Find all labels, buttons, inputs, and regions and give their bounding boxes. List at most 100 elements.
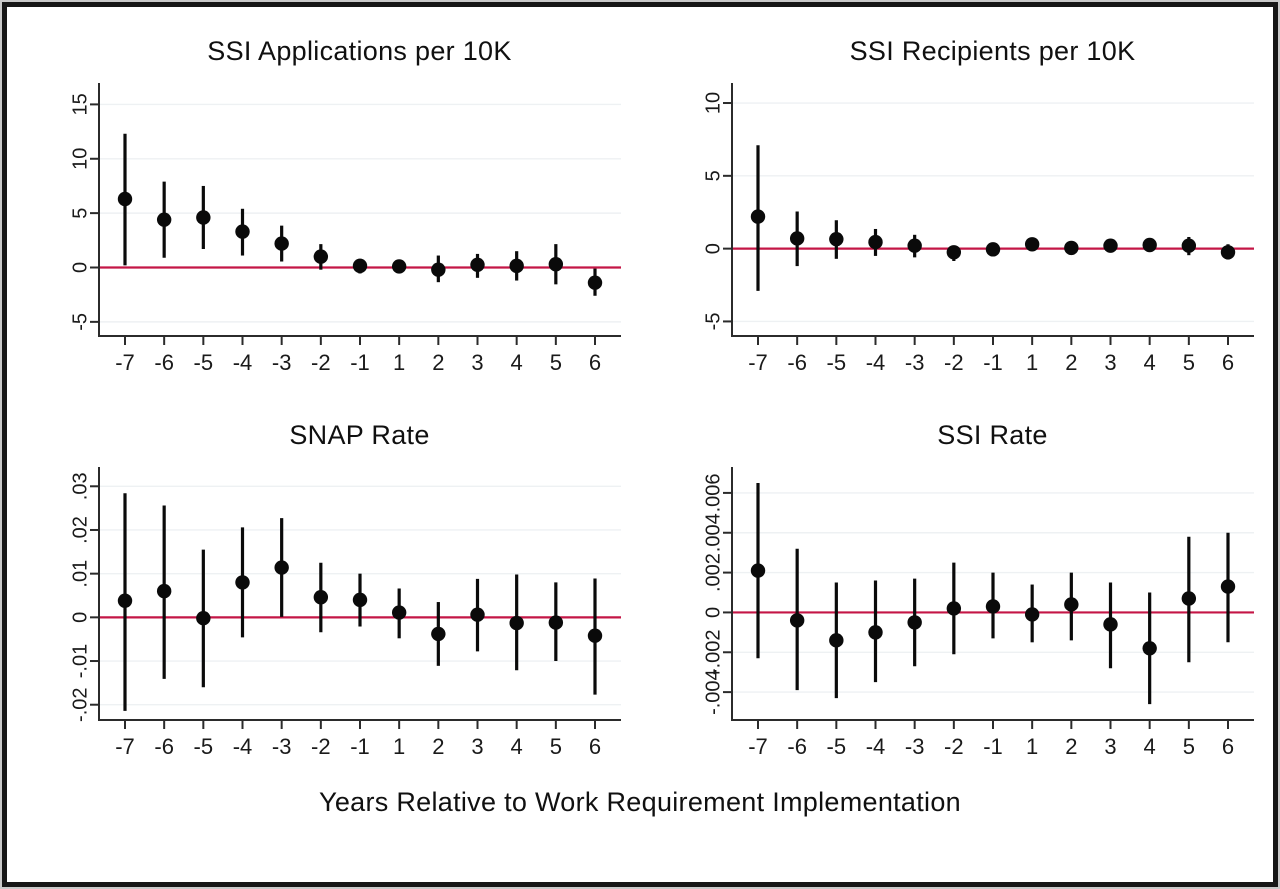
point-estimate bbox=[907, 238, 922, 253]
point-estimate bbox=[1024, 237, 1040, 252]
point-estimate bbox=[1064, 240, 1079, 256]
point-estimate bbox=[156, 212, 172, 227]
point-estimate bbox=[946, 245, 962, 260]
point-estimate bbox=[1103, 238, 1118, 253]
point-estimate bbox=[196, 210, 211, 225]
x-tick-label: 4 bbox=[511, 734, 523, 759]
point-estimate bbox=[548, 257, 564, 272]
panel-title-ssi-recipients: SSI Recipients per 10K bbox=[849, 36, 1136, 66]
point-estimate bbox=[1142, 641, 1157, 656]
y-tick-label: .02 bbox=[69, 516, 91, 544]
point-estimate bbox=[907, 615, 922, 630]
x-tick-label: 2 bbox=[1065, 350, 1077, 375]
x-tick-label: -4 bbox=[233, 350, 253, 375]
point-estimate bbox=[509, 615, 524, 631]
y-tick-label: 5 bbox=[69, 208, 91, 219]
panel-title-ssi-applications: SSI Applications per 10K bbox=[207, 36, 512, 66]
x-tick-label: 1 bbox=[1026, 350, 1038, 375]
point-estimate bbox=[470, 607, 485, 622]
point-estimate bbox=[1220, 579, 1236, 594]
point-estimate bbox=[789, 613, 805, 628]
x-tick-label: 1 bbox=[1026, 734, 1038, 759]
point-estimate bbox=[1103, 617, 1118, 632]
point-estimate bbox=[156, 583, 172, 599]
y-tick-label: -5 bbox=[702, 313, 724, 331]
y-tick-label: 10 bbox=[702, 92, 724, 114]
x-tick-label: 4 bbox=[511, 350, 523, 375]
x-tick-label: -2 bbox=[311, 350, 331, 375]
x-tick-label: 6 bbox=[589, 350, 601, 375]
y-tick-label: .01 bbox=[69, 560, 91, 588]
point-estimate bbox=[548, 615, 564, 630]
x-tick-label: 2 bbox=[432, 734, 444, 759]
x-tick-label: -1 bbox=[983, 734, 1003, 759]
panel-ssi-applications: SSI Applications per 10K -5 0 5 10 15 -7 -6 -5-… bbox=[7, 31, 640, 375]
y-tick-label: -.02 bbox=[69, 687, 91, 721]
x-tick-label: -3 bbox=[272, 350, 292, 375]
x-tick-label: 3 bbox=[1104, 350, 1116, 375]
x-tick-label: -3 bbox=[272, 734, 292, 759]
x-tick-label: -4 bbox=[866, 350, 886, 375]
point-estimate bbox=[985, 242, 1001, 257]
point-estimate bbox=[431, 262, 446, 277]
point-estimate bbox=[1142, 237, 1157, 253]
point-estimate bbox=[750, 563, 766, 578]
point-estimate bbox=[470, 257, 485, 272]
point-estimate bbox=[391, 605, 407, 620]
point-estimate bbox=[313, 590, 329, 605]
x-tick-label: 6 bbox=[1222, 734, 1234, 759]
x-tick-label: 6 bbox=[589, 734, 601, 759]
x-tick-label: 3 bbox=[1104, 734, 1116, 759]
panel-title-snap-rate: SNAP Rate bbox=[289, 420, 430, 450]
x-tick-label: -7 bbox=[115, 734, 135, 759]
x-tick-label: -5 bbox=[827, 350, 847, 375]
panel-title-ssi-rate: SSI Rate bbox=[937, 420, 1048, 450]
point-estimate bbox=[431, 626, 446, 642]
point-estimate bbox=[117, 191, 133, 207]
point-estimate bbox=[829, 633, 844, 648]
y-tick-label: .006 bbox=[702, 473, 724, 512]
point-estimate bbox=[587, 628, 603, 643]
point-estimate bbox=[509, 258, 524, 274]
x-tick-label: 6 bbox=[1222, 350, 1234, 375]
point-estimate bbox=[117, 593, 133, 608]
y-tick-label: .004 bbox=[702, 513, 724, 552]
y-tick-label: 0 bbox=[702, 607, 724, 618]
point-estimate bbox=[1024, 607, 1040, 622]
x-tick-label: 3 bbox=[471, 350, 483, 375]
x-tick-label: 1 bbox=[393, 734, 405, 759]
point-estimate bbox=[235, 575, 250, 590]
y-tick-label: .002 bbox=[702, 553, 724, 592]
y-tick-label: 0 bbox=[69, 612, 91, 623]
point-estimate bbox=[313, 249, 329, 264]
x-tick-label: -2 bbox=[944, 734, 964, 759]
y-tick-label: 15 bbox=[69, 93, 91, 115]
point-estimate bbox=[274, 236, 289, 251]
point-estimate bbox=[789, 231, 805, 246]
y-tick-label: -.004 bbox=[702, 669, 724, 715]
point-estimate bbox=[829, 231, 844, 247]
x-tick-label: 2 bbox=[1065, 734, 1077, 759]
panel-snap-rate: SNAP Rate -.02 -.01 0 .01 .02 .03 -7 -6 -5 -4 -3 -2… bbox=[7, 415, 640, 759]
x-tick-label: -5 bbox=[194, 734, 214, 759]
x-tick-label: 5 bbox=[1183, 350, 1195, 375]
x-tick-label: -1 bbox=[350, 350, 370, 375]
point-estimate bbox=[1064, 597, 1079, 612]
x-tick-label: -7 bbox=[748, 734, 768, 759]
panel-ssi-recipients: SSI Recipients per 10K -5 0 5 10 -7 -6 -5 -4 -3-… bbox=[640, 31, 1273, 375]
shared-x-axis-label: Years Relative to Work Requirement Imple… bbox=[318, 787, 961, 817]
point-estimate bbox=[750, 209, 766, 224]
x-tick-label: -7 bbox=[115, 350, 135, 375]
x-tick-label: 5 bbox=[550, 734, 562, 759]
x-tick-label: 1 bbox=[393, 350, 405, 375]
point-estimate bbox=[196, 611, 211, 626]
point-estimate bbox=[946, 601, 962, 616]
x-tick-label: -5 bbox=[827, 734, 847, 759]
x-tick-label: -7 bbox=[748, 350, 768, 375]
x-tick-label: 5 bbox=[1183, 734, 1195, 759]
chart-ssi-rate: -.004-.002 0 .002.004.006 -7 -6 -5 -4 -3 -2 -1 1 2 3… bbox=[702, 467, 1254, 759]
x-tick-label: -4 bbox=[866, 734, 886, 759]
point-estimate bbox=[985, 599, 1001, 614]
point-estimate bbox=[391, 259, 407, 274]
